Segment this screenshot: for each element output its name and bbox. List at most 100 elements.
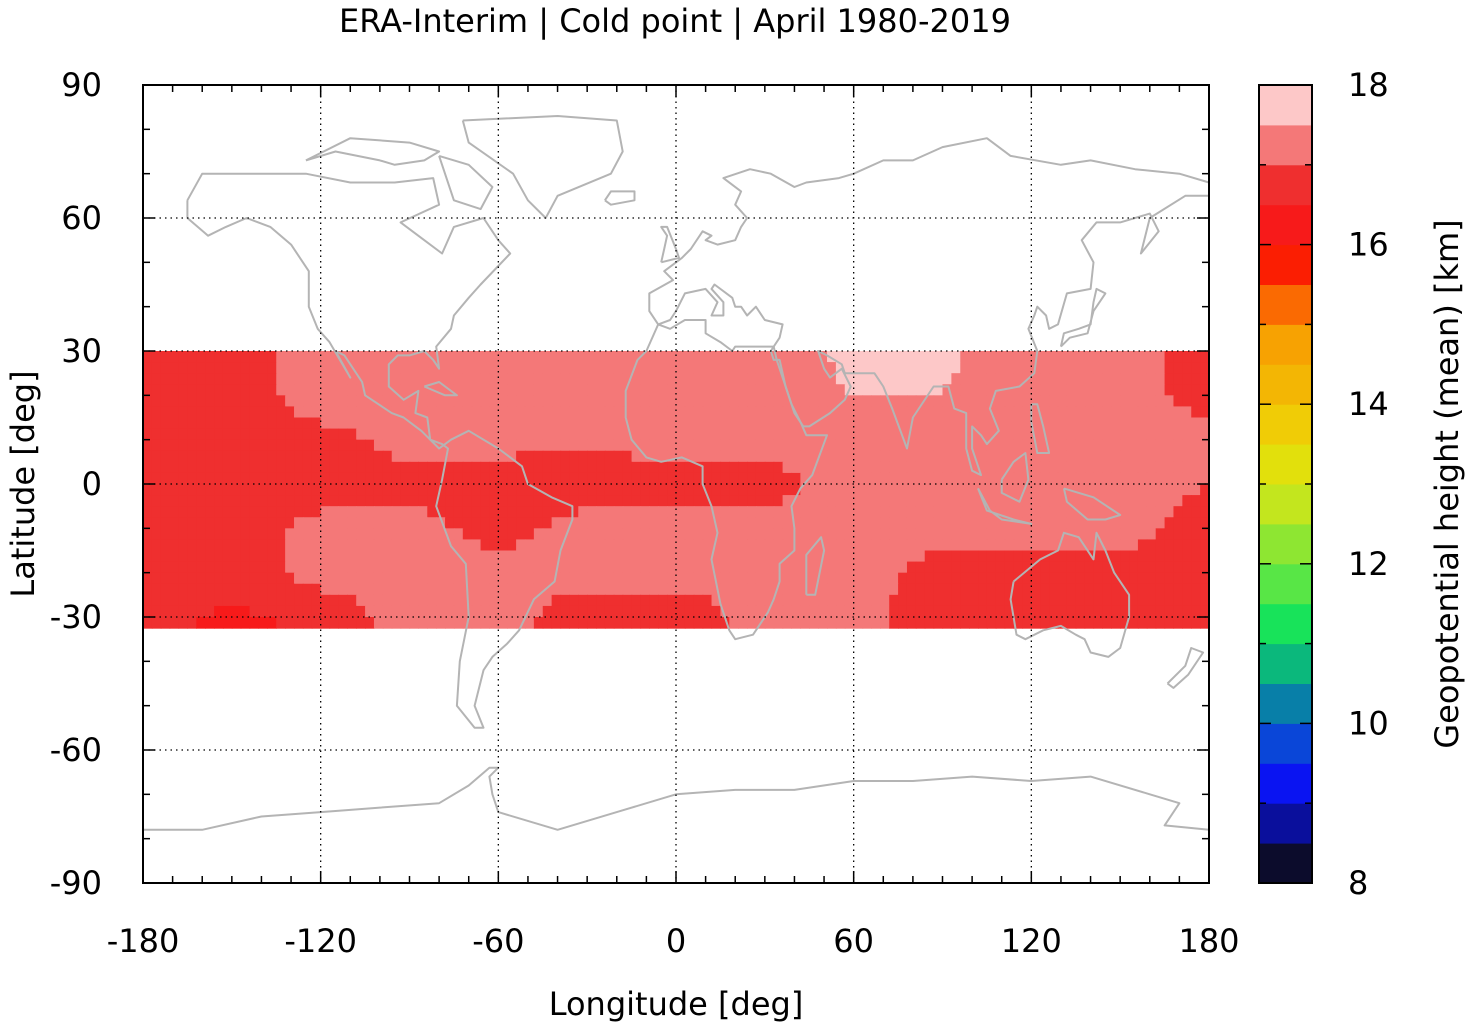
heatmap-cell	[258, 406, 268, 419]
heatmap-cell	[276, 572, 286, 585]
heatmap-cell	[1120, 362, 1130, 374]
heatmap-cell	[400, 428, 411, 441]
heatmap-cell	[924, 594, 935, 607]
heatmap-cell	[755, 439, 766, 452]
heatmap-cell	[533, 550, 544, 563]
heatmap-cell	[338, 450, 348, 463]
heatmap-cell	[560, 439, 570, 452]
heatmap-cell	[747, 517, 757, 529]
heatmap-cell	[169, 594, 180, 607]
heatmap-cell	[604, 351, 615, 363]
heatmap-cell	[587, 472, 597, 485]
heatmap-cell	[382, 450, 393, 463]
heatmap-cell	[613, 395, 624, 408]
heatmap-cell	[844, 561, 855, 574]
heatmap-cell	[906, 362, 917, 374]
heatmap-cell	[809, 517, 819, 529]
heatmap-cell	[1093, 484, 1103, 496]
heatmap-cell	[1031, 583, 1041, 596]
heatmap-cell	[818, 617, 828, 629]
heatmap-cell	[436, 461, 446, 474]
heatmap-cell	[196, 395, 206, 408]
heatmap-cell	[551, 472, 562, 485]
heatmap-cell	[507, 484, 517, 496]
heatmap-cell	[1111, 572, 1121, 585]
heatmap-cell	[773, 428, 784, 441]
heatmap-cell	[720, 539, 730, 552]
heatmap-cell	[453, 594, 464, 607]
heatmap-cell	[995, 428, 1006, 441]
heatmap-cell	[516, 439, 526, 452]
heatmap-cell	[347, 450, 357, 463]
heatmap-cell	[809, 528, 819, 541]
heatmap-cell	[453, 583, 464, 596]
heatmap-cell	[302, 384, 313, 396]
heatmap-cell	[1004, 450, 1015, 463]
heatmap-cell	[409, 605, 419, 618]
heatmap-cell	[551, 528, 562, 541]
heatmap-cell	[320, 461, 331, 474]
heatmap-cell	[604, 406, 615, 419]
heatmap-cell	[1031, 484, 1041, 496]
heatmap-cell	[640, 506, 650, 518]
heatmap-cell	[311, 550, 322, 563]
heatmap-cell	[711, 373, 722, 385]
heatmap-cell	[1075, 605, 1086, 618]
heatmap-cell	[818, 450, 828, 463]
heatmap-cell	[285, 528, 295, 541]
heatmap-cell	[729, 484, 739, 496]
heatmap-cell	[516, 484, 526, 496]
heatmap-cell	[835, 583, 846, 596]
heatmap-cell	[747, 594, 757, 607]
heatmap-cell	[995, 617, 1006, 629]
heatmap-cell	[924, 517, 935, 529]
heatmap-cell	[187, 362, 197, 374]
heatmap-cell	[276, 561, 286, 574]
heatmap-cell	[1146, 583, 1157, 596]
heatmap-cell	[1004, 373, 1015, 385]
heatmap-cell	[338, 395, 348, 408]
heatmap-cell	[267, 461, 277, 474]
heatmap-cell	[1137, 594, 1148, 607]
heatmap-cell	[338, 439, 348, 452]
heatmap-cell	[1075, 550, 1086, 563]
heatmap-cell	[862, 495, 873, 507]
heatmap-cell	[169, 583, 180, 596]
heatmap-cell	[222, 450, 233, 463]
heatmap-cell	[596, 572, 606, 585]
heatmap-cell	[1102, 362, 1112, 374]
heatmap-cell	[835, 439, 846, 452]
heatmap-cell	[329, 539, 340, 552]
heatmap-cell	[1129, 517, 1139, 529]
heatmap-cell	[489, 484, 499, 496]
heatmap-cell	[747, 605, 757, 618]
heatmap-cell	[693, 384, 704, 396]
heatmap-cell	[871, 406, 881, 419]
heatmap-cell	[853, 395, 864, 408]
heatmap-cell	[720, 373, 730, 385]
heatmap-cell	[196, 439, 206, 452]
heatmap-cell	[160, 439, 171, 452]
heatmap-cell	[827, 351, 837, 363]
heatmap-cell	[471, 539, 482, 552]
heatmap-cell	[329, 450, 340, 463]
heatmap-cell	[436, 428, 446, 441]
heatmap-cell	[569, 605, 579, 618]
heatmap-cell	[151, 528, 162, 541]
heatmap-cell	[338, 528, 348, 541]
heatmap-cell	[631, 528, 642, 541]
heatmap-cell	[471, 528, 482, 541]
heatmap-cell	[373, 461, 384, 474]
heatmap-cell	[187, 461, 197, 474]
heatmap-layer	[143, 351, 1210, 629]
heatmap-cell	[382, 428, 393, 441]
heatmap-cell	[267, 450, 277, 463]
heatmap-cell	[862, 351, 873, 363]
heatmap-cell	[747, 373, 757, 385]
heatmap-cell	[933, 550, 944, 563]
heatmap-cell	[906, 617, 917, 629]
heatmap-cell	[738, 395, 748, 408]
heatmap-cell	[951, 351, 961, 363]
heatmap-cell	[809, 572, 819, 585]
heatmap-cell	[1164, 528, 1175, 541]
